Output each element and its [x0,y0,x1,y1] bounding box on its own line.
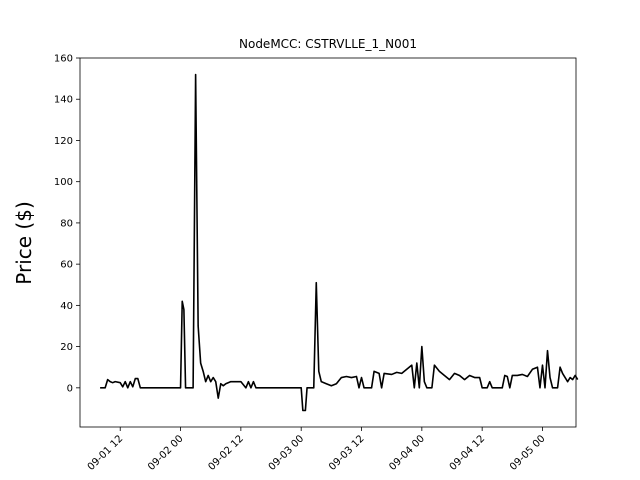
y-axis-label: Price ($) [12,201,36,284]
x-axis: 09-01 12 09-02 00 09-02 12 09-03 00 09-03 12… [86,427,548,473]
y-tick-label: 80 [60,218,73,229]
y-tick-label: 0 [67,383,73,394]
x-tick-label: 09-01 12 [86,433,126,473]
price-series-line [100,73,579,412]
x-tick-label: 09-03 12 [327,433,367,473]
plot-area [100,73,579,412]
y-tick-label: 60 [60,260,73,271]
y-tick-label: 40 [60,301,73,312]
y-tick-label: 100 [54,177,73,188]
x-tick-label: 09-02 12 [206,433,246,473]
x-tick-label: 09-04 12 [448,433,488,473]
chart-title: NodeMCC: CSTRVLLE_1_N001 [239,37,417,51]
x-tick-label: 09-04 00 [387,433,427,473]
x-tick-label: 09-02 00 [146,433,186,473]
y-tick-label: 140 [54,95,73,106]
x-tick-label: 09-05 00 [508,433,548,473]
x-tick-label: 09-03 00 [267,433,307,473]
y-tick-label: 160 [54,54,73,65]
y-tick-label: 20 [60,342,73,353]
y-tick-label: 120 [54,136,73,147]
y-axis: 0 20 40 60 80 100 120 140 160 [54,54,80,394]
plot-frame [79,57,577,428]
